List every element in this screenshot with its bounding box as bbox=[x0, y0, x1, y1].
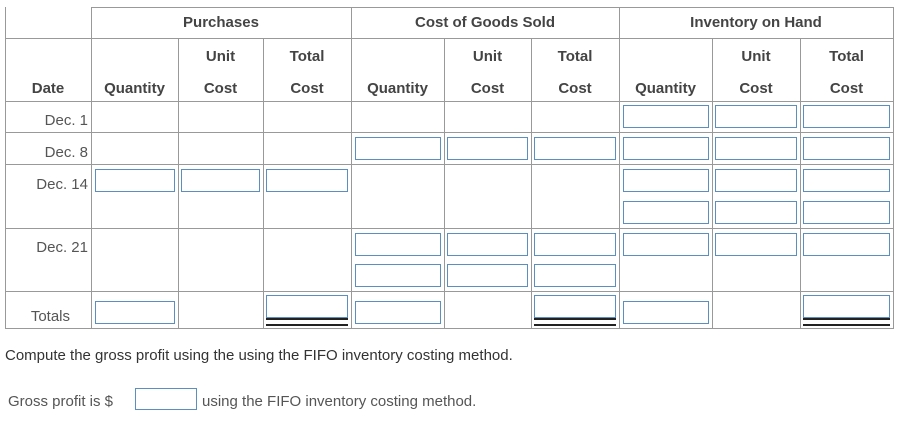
dec14-inventory-quantity-input-1[interactable] bbox=[623, 169, 709, 192]
dec21-cogs-total-cost-input-1[interactable] bbox=[534, 233, 616, 256]
dec14-purchases-unit-cost-input[interactable] bbox=[181, 169, 260, 192]
date-dec-21: Dec. 21 bbox=[36, 239, 88, 256]
inventory-header: Inventory on Hand bbox=[690, 14, 822, 31]
cogs-unit-header: Unit bbox=[472, 48, 503, 65]
dec14-inventory-unit-cost-input-1[interactable] bbox=[715, 169, 797, 192]
dec14-inventory-total-cost-input-2[interactable] bbox=[803, 201, 890, 224]
dec1-inventory-total-cost-input[interactable] bbox=[803, 105, 890, 128]
purchases-unit-header: Unit bbox=[205, 48, 236, 65]
inventory-quantity-header: Quantity bbox=[635, 80, 696, 97]
purchases-total-cost-header: Cost bbox=[290, 80, 324, 97]
dec21-cogs-quantity-input-1[interactable] bbox=[355, 233, 441, 256]
dec8-cogs-unit-cost-input[interactable] bbox=[447, 137, 528, 160]
totals-cogs-total-cost-input[interactable] bbox=[534, 295, 616, 318]
totals-label: Totals bbox=[30, 308, 70, 325]
dec8-cogs-quantity-input[interactable] bbox=[355, 137, 441, 160]
purchases-unit-cost-header: Cost bbox=[203, 80, 238, 97]
totals-inventory-double-underline bbox=[803, 318, 890, 326]
dec1-inventory-quantity-input[interactable] bbox=[623, 105, 709, 128]
dec8-inventory-total-cost-input[interactable] bbox=[803, 137, 890, 160]
gross-profit-label: Gross profit is $ bbox=[8, 393, 114, 410]
inventory-total-header: Total bbox=[829, 48, 864, 65]
totals-cogs-quantity-input[interactable] bbox=[355, 301, 441, 324]
totals-inventory-quantity-input[interactable] bbox=[623, 301, 709, 324]
date-header: Date bbox=[31, 80, 65, 97]
dec8-cogs-total-cost-input[interactable] bbox=[534, 137, 616, 160]
dec14-purchases-quantity-input[interactable] bbox=[95, 169, 175, 192]
dec21-cogs-unit-cost-input-2[interactable] bbox=[447, 264, 528, 287]
cogs-unit-cost-header: Cost bbox=[470, 80, 505, 97]
inventory-unit-header: Unit bbox=[741, 48, 771, 65]
inventory-total-cost-header: Cost bbox=[829, 80, 864, 97]
inventory-unit-cost-header: Cost bbox=[739, 80, 773, 97]
cogs-total-header: Total bbox=[557, 48, 593, 65]
date-dec-8: Dec. 8 bbox=[44, 144, 88, 161]
dec21-cogs-unit-cost-input-1[interactable] bbox=[447, 233, 528, 256]
dec14-inventory-quantity-input-2[interactable] bbox=[623, 201, 709, 224]
cogs-quantity-header: Quantity bbox=[367, 80, 428, 97]
totals-purchases-total-cost-input[interactable] bbox=[266, 295, 348, 318]
dec14-inventory-total-cost-input-1[interactable] bbox=[803, 169, 890, 192]
dec21-cogs-quantity-input-2[interactable] bbox=[355, 264, 441, 287]
dec14-purchases-total-cost-input[interactable] bbox=[266, 169, 348, 192]
date-dec-14: Dec. 14 bbox=[36, 176, 88, 193]
gross-profit-suffix: using the FIFO inventory costing method. bbox=[202, 393, 477, 410]
cogs-header: Cost of Goods Sold bbox=[415, 14, 555, 31]
gross-profit-input[interactable] bbox=[135, 388, 197, 410]
dec8-inventory-unit-cost-input[interactable] bbox=[715, 137, 797, 160]
cogs-total-cost-header: Cost bbox=[558, 80, 592, 97]
totals-cogs-double-underline bbox=[534, 318, 616, 326]
instruction-text: Compute the gross profit using the using… bbox=[5, 347, 513, 364]
dec21-inventory-total-cost-input[interactable] bbox=[803, 233, 890, 256]
totals-purchases-quantity-input[interactable] bbox=[95, 301, 175, 324]
totals-inventory-total-cost-input[interactable] bbox=[803, 295, 890, 318]
purchases-quantity-header: Quantity bbox=[104, 80, 165, 97]
dec1-inventory-unit-cost-input[interactable] bbox=[715, 105, 797, 128]
purchases-header: Purchases bbox=[183, 14, 259, 31]
totals-purchases-double-underline bbox=[266, 318, 348, 326]
dec21-inventory-unit-cost-input[interactable] bbox=[715, 233, 797, 256]
purchases-total-header: Total bbox=[289, 48, 325, 65]
date-dec-1: Dec. 1 bbox=[44, 112, 88, 129]
dec8-inventory-quantity-input[interactable] bbox=[623, 137, 709, 160]
dec21-cogs-total-cost-input-2[interactable] bbox=[534, 264, 616, 287]
dec21-inventory-quantity-input[interactable] bbox=[623, 233, 709, 256]
dec14-inventory-unit-cost-input-2[interactable] bbox=[715, 201, 797, 224]
